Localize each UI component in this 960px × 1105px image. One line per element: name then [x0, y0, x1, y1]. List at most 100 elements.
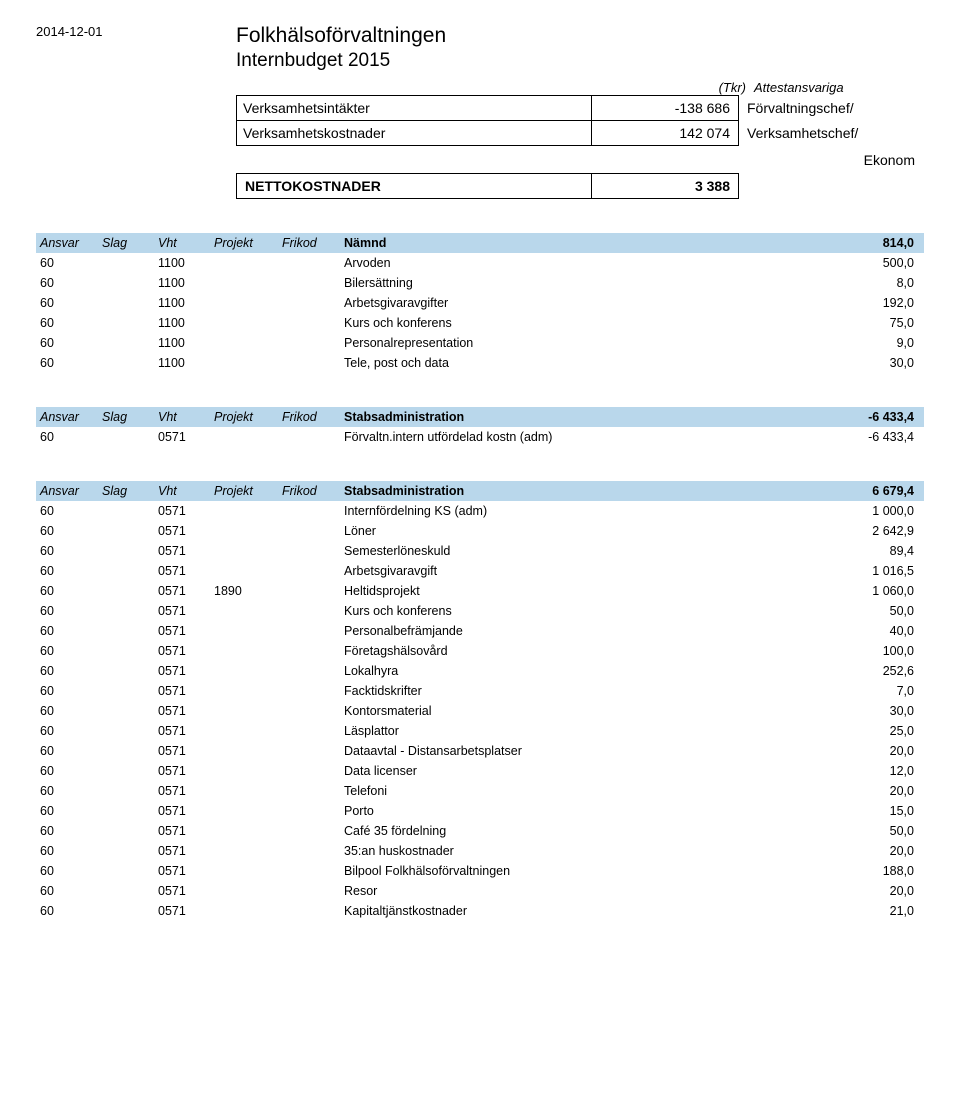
cell-c2: [98, 313, 154, 333]
table-row: 600571Telefoni20,0: [36, 781, 924, 801]
cell-c2: [98, 521, 154, 541]
cell-c5: [278, 901, 340, 921]
cell-c1: 60: [36, 561, 98, 581]
cell-value: 50,0: [800, 821, 924, 841]
report-date: 2014-12-01: [36, 24, 236, 39]
cell-c5: [278, 561, 340, 581]
cell-c5: [278, 501, 340, 521]
summary-row-netto: NETTOKOSTNADER 3 388: [237, 174, 916, 199]
cell-value: 30,0: [800, 353, 924, 373]
cell-c3: 1100: [154, 273, 210, 293]
cell-c5: [278, 741, 340, 761]
cell-c3: 0571: [154, 701, 210, 721]
cell-c1: 60: [36, 601, 98, 621]
cell-c4: [210, 333, 278, 353]
cell-c4: [210, 541, 278, 561]
cell-c5: [278, 333, 340, 353]
table-row: 600571Företagshälsovård100,0: [36, 641, 924, 661]
cell-c1: 60: [36, 901, 98, 921]
tkr-label: (Tkr): [236, 80, 754, 95]
cell-c4: [210, 273, 278, 293]
cell-value: 30,0: [800, 701, 924, 721]
summary-label: Verksamhetsintäkter: [237, 96, 592, 121]
cell-c1: 60: [36, 881, 98, 901]
cell-c5: [278, 841, 340, 861]
cell-c3: 0571: [154, 681, 210, 701]
cell-desc: Heltidsprojekt: [340, 581, 800, 601]
cell-c5: [278, 273, 340, 293]
cell-c5: [278, 601, 340, 621]
cell-c5: [278, 581, 340, 601]
table-row: 600571Facktidskrifter7,0: [36, 681, 924, 701]
cell-desc: Facktidskrifter: [340, 681, 800, 701]
cell-c4: [210, 521, 278, 541]
cell-desc: Telefoni: [340, 781, 800, 801]
cell-c3: 1100: [154, 333, 210, 353]
cell-c4: [210, 501, 278, 521]
cell-c4: [210, 621, 278, 641]
cell-desc: Arbetsgivaravgift: [340, 561, 800, 581]
cell-c2: [98, 801, 154, 821]
header: 2014-12-01 Folkhälsoförvaltningen Intern…: [36, 24, 924, 72]
table-row: 60057135:an huskostnader20,0: [36, 841, 924, 861]
cell-c4: [210, 353, 278, 373]
cell-c5: [278, 781, 340, 801]
cell-desc: Internfördelning KS (adm): [340, 501, 800, 521]
cell-desc: Bilersättning: [340, 273, 800, 293]
cell-value: 25,0: [800, 721, 924, 741]
cell-c3: 0571: [154, 841, 210, 861]
attest-row: (Tkr) Attestansvariga: [36, 80, 924, 95]
cell-value: 15,0: [800, 801, 924, 821]
cell-value: 500,0: [800, 253, 924, 273]
cell-c4: [210, 561, 278, 581]
cell-value: 40,0: [800, 621, 924, 641]
cell-desc: Arbetsgivaravgifter: [340, 293, 800, 313]
cell-c2: [98, 681, 154, 701]
table-row: 600571Kontorsmaterial30,0: [36, 701, 924, 721]
cell-c1: 60: [36, 641, 98, 661]
cell-c2: [98, 781, 154, 801]
table-row: 601100Arvoden500,0: [36, 253, 924, 273]
cell-value: 1 000,0: [800, 501, 924, 521]
summary-role: Verksamhetschef/: [739, 121, 916, 146]
cell-c2: [98, 353, 154, 373]
section-heading-label: Nämnd: [340, 233, 800, 253]
summary-value: -138 686: [592, 96, 739, 121]
table-row: 600571Lokalhyra252,6: [36, 661, 924, 681]
cell-c2: [98, 741, 154, 761]
cell-c2: [98, 901, 154, 921]
cell-c2: [98, 861, 154, 881]
cell-c5: [278, 541, 340, 561]
cell-value: 192,0: [800, 293, 924, 313]
cell-c2: [98, 561, 154, 581]
cell-c4: [210, 661, 278, 681]
cell-c5: [278, 661, 340, 681]
cell-c1: 60: [36, 701, 98, 721]
cell-value: 2 642,9: [800, 521, 924, 541]
col-header-c2: Slag: [98, 481, 154, 501]
cell-value: 252,6: [800, 661, 924, 681]
table-row: 600571Kurs och konferens50,0: [36, 601, 924, 621]
cell-c1: 60: [36, 721, 98, 741]
col-header-c2: Slag: [98, 407, 154, 427]
cell-c5: [278, 761, 340, 781]
cell-c1: 60: [36, 427, 98, 447]
cell-c1: 60: [36, 581, 98, 601]
cell-c5: [278, 681, 340, 701]
col-header-c2: Slag: [98, 233, 154, 253]
table-row: 601100Tele, post och data30,0: [36, 353, 924, 373]
table-row: 600571Läsplattor25,0: [36, 721, 924, 741]
cell-c4: [210, 253, 278, 273]
cell-c4: [210, 881, 278, 901]
table-row: 600571Data licenser12,0: [36, 761, 924, 781]
cell-c3: 1100: [154, 313, 210, 333]
cell-c1: 60: [36, 621, 98, 641]
cell-c1: 60: [36, 333, 98, 353]
title-line-1: Folkhälsoförvaltningen: [236, 24, 924, 48]
cell-c4: [210, 601, 278, 621]
table-row: 600571Internfördelning KS (adm)1 000,0: [36, 501, 924, 521]
cell-desc: Förvaltn.intern utfördelad kostn (adm): [340, 427, 800, 447]
netto-value: 3 388: [592, 174, 739, 199]
cell-c3: 0571: [154, 661, 210, 681]
cell-c4: [210, 701, 278, 721]
